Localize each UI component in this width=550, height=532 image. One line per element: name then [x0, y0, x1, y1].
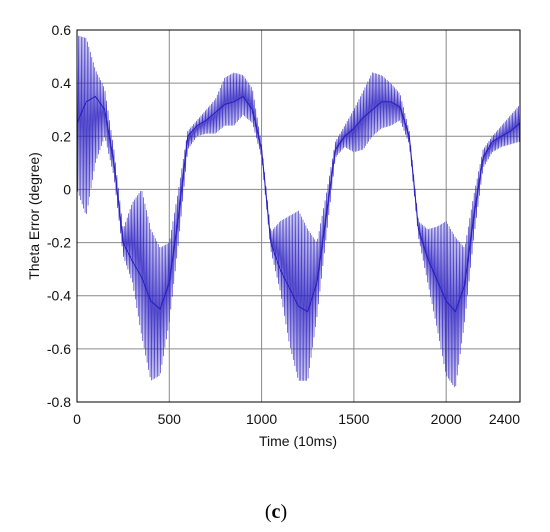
y-tick-label: -0.4 — [47, 288, 71, 304]
y-tick-label: 0 — [63, 181, 71, 197]
x-tick-label: 2000 — [431, 411, 462, 427]
y-axis-label: Theta Error (degree) — [26, 152, 42, 280]
y-tick-label: 0.4 — [52, 75, 72, 91]
y-tick-labels: 0.6 0.4 0.2 0 -0.2 -0.4 -0.6 -0.8 — [47, 22, 71, 410]
series-line — [76, 95, 521, 313]
series-layer — [76, 35, 521, 388]
x-tick-label: 0 — [73, 411, 81, 427]
x-axis-label: Time (10ms) — [259, 433, 337, 449]
y-tick-label: -0.8 — [47, 394, 71, 410]
y-tick-label: -0.2 — [47, 235, 71, 251]
x-tick-labels: 0 500 1000 1500 2000 2400 — [73, 411, 520, 427]
plot-frame — [76, 29, 521, 403]
x-tick-label: 2400 — [489, 411, 520, 427]
x-tick-label: 1500 — [338, 411, 369, 427]
series-oscillation — [76, 35, 521, 388]
x-tick-label: 500 — [158, 411, 182, 427]
y-tick-label: 0.6 — [52, 22, 72, 38]
y-tick-label: -0.6 — [47, 341, 71, 357]
y-tick-label: 0.2 — [52, 128, 72, 144]
figure-caption: (c) — [265, 501, 287, 523]
caption-letter: c — [272, 501, 281, 523]
caption-open-paren: ( — [265, 501, 272, 523]
caption-close-paren: ) — [280, 501, 287, 523]
x-tick-label: 1000 — [246, 411, 277, 427]
